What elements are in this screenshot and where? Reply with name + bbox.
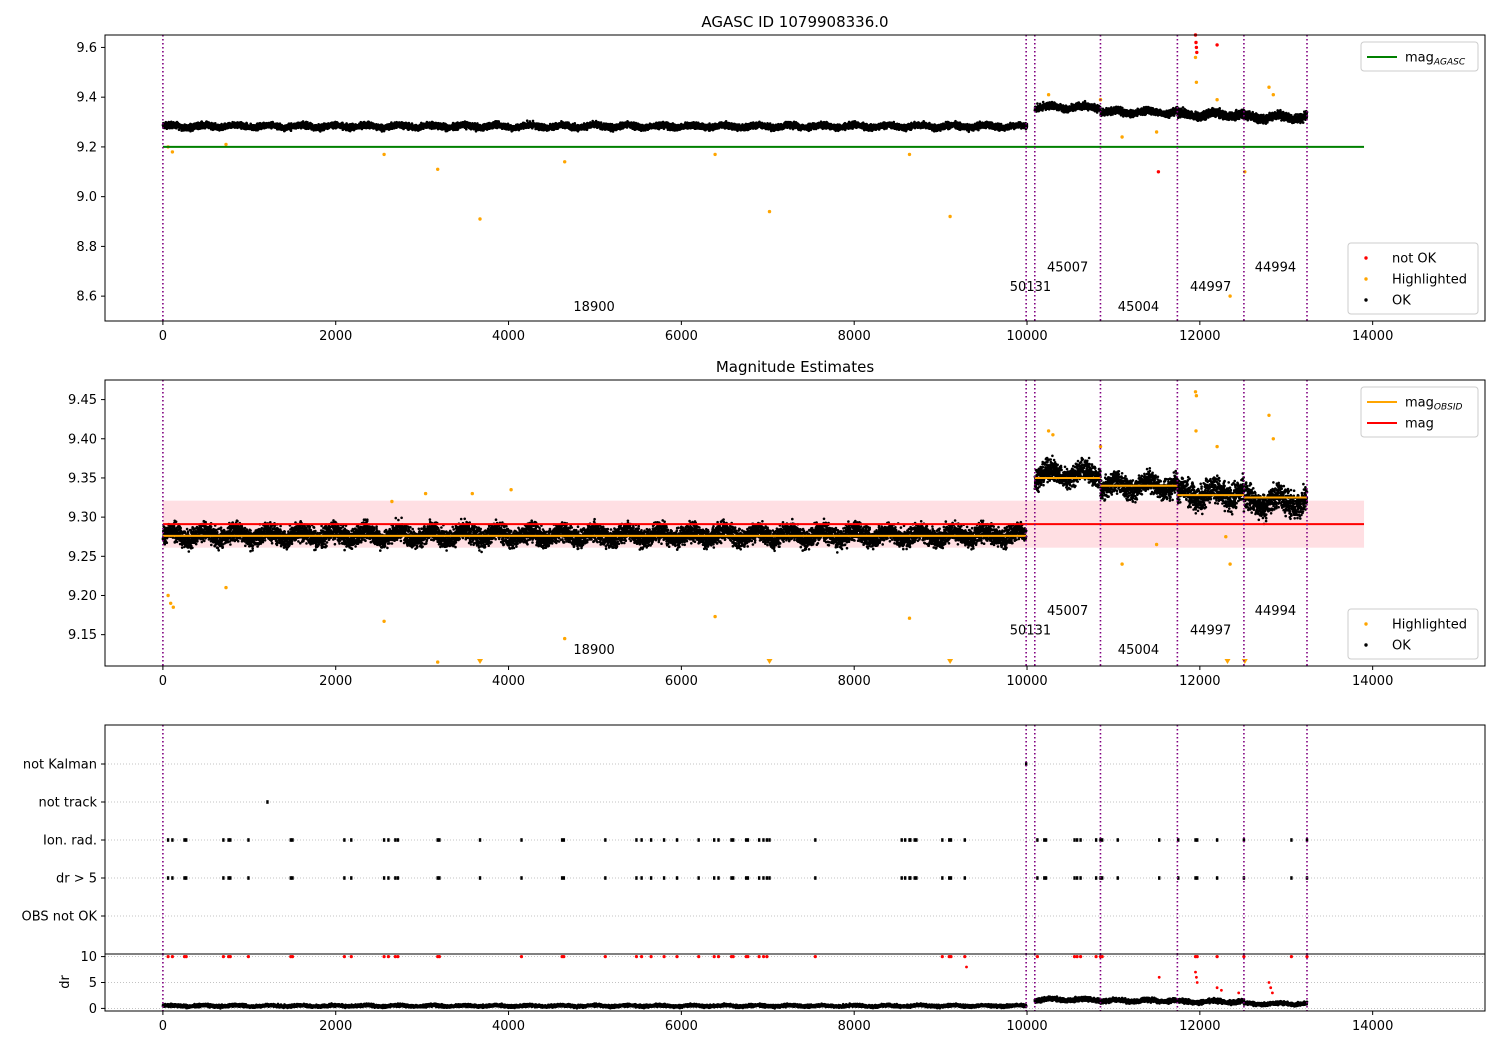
- ok-point: [599, 121, 603, 124]
- chart-title: AGASC ID 1079908336.0: [701, 13, 888, 31]
- axes-agasc-magnitude: AGASC ID 1079908336.0 189005013145007450…: [76, 13, 1486, 344]
- data-points: [161, 33, 1309, 298]
- ok-point: [525, 119, 529, 122]
